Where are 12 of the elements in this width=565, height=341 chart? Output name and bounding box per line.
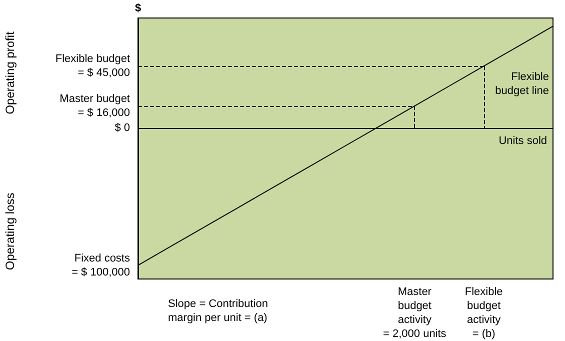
text: Operating loss <box>3 192 17 270</box>
x-tick-label: Master budget activity = 2,000 units <box>383 286 447 340</box>
x-axis-title: Units sold <box>498 134 547 147</box>
y-tick-label: Master budget = $ 16,000 <box>60 92 130 119</box>
annotation: Flexible budget line <box>495 71 549 97</box>
y-tick-label: Flexible budget = $ 45,000 <box>55 53 130 80</box>
x-tick-label: Flexible budget activity = (b) <box>464 286 503 340</box>
y-tick-label: Fixed costs = $ 100,000 <box>72 252 130 278</box>
y-axis-title: $ <box>134 2 142 14</box>
text: Slope = Contribution margin per unit = (a) <box>168 298 268 324</box>
text: Operating profit <box>3 30 17 114</box>
y-tick-label: $ 0 <box>114 122 130 134</box>
